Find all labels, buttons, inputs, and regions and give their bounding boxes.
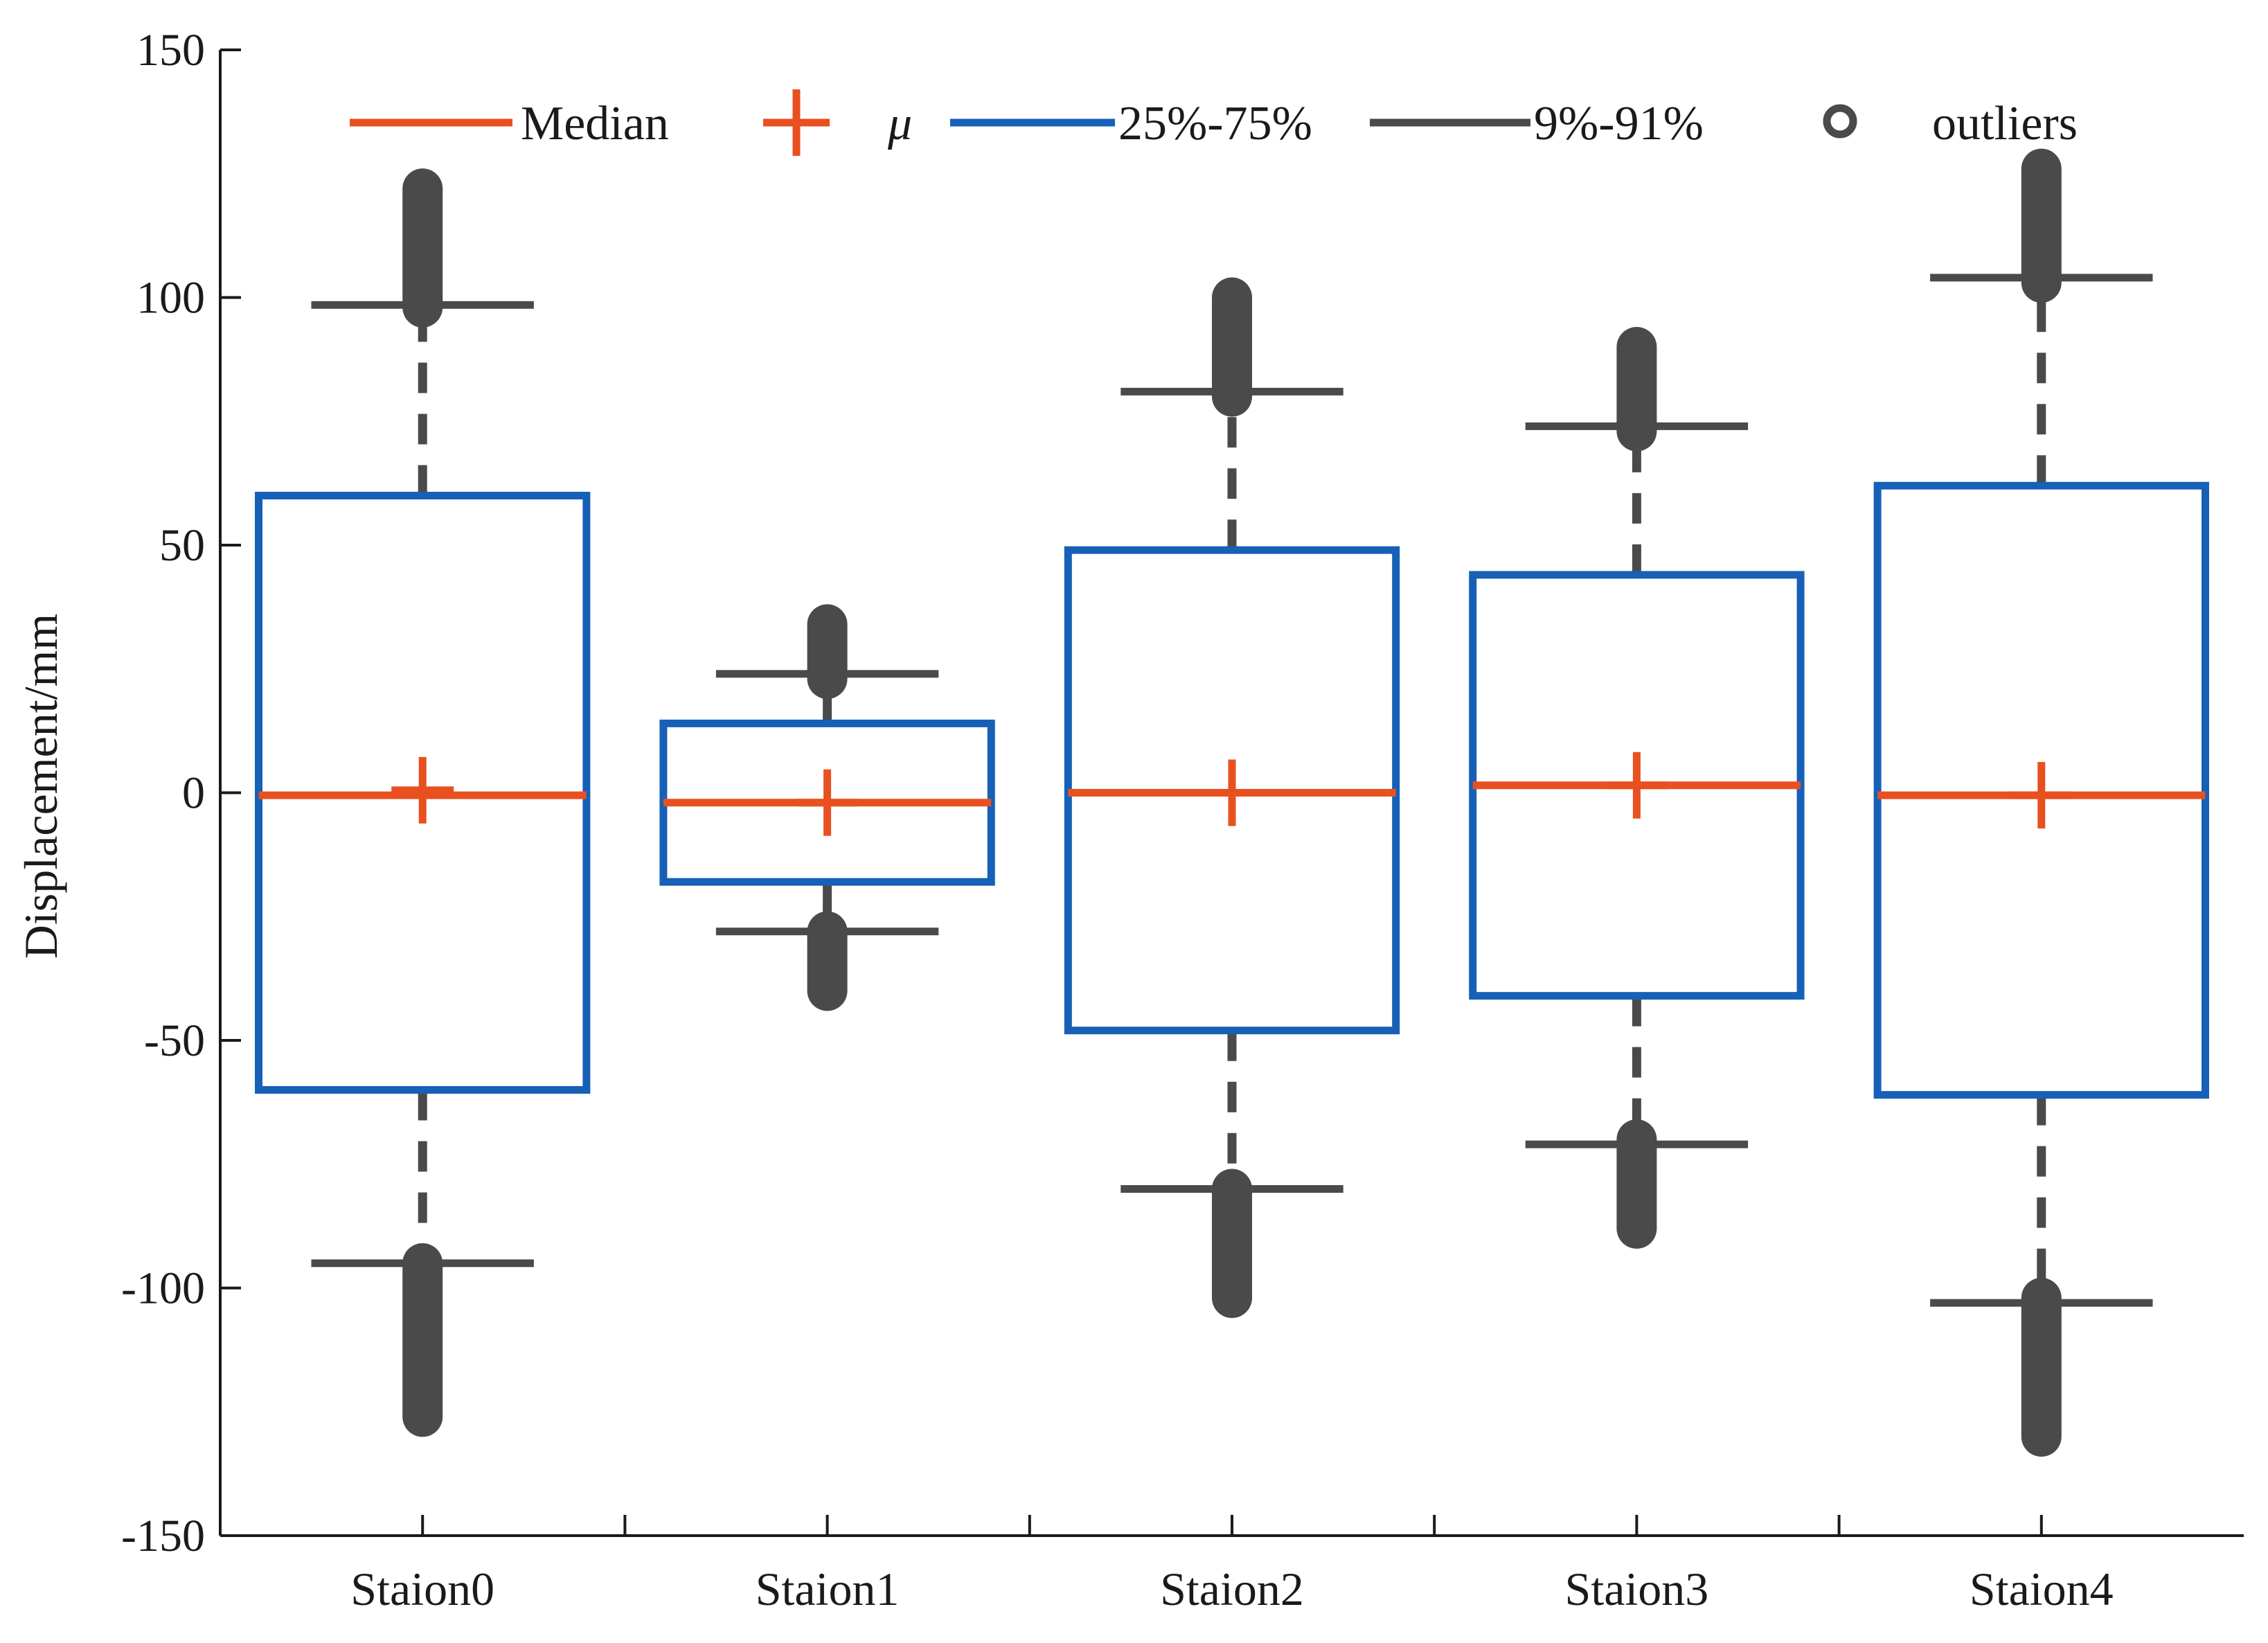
y-axis-title: Displacement/mm	[15, 614, 67, 959]
legend-layer: Median μ 25%-75% 9%-91% outliers	[350, 89, 2078, 156]
outliers-upper	[807, 604, 848, 700]
x-tick-label: Staion1	[756, 1563, 900, 1615]
x-tick-label: Staion4	[1970, 1563, 2114, 1615]
outliers-lower	[807, 911, 848, 1011]
legend-mean-label: μ	[887, 97, 912, 150]
legend-median-label: Median	[521, 97, 669, 150]
y-tick-label: -100	[121, 1263, 205, 1314]
legend: Median μ 25%-75% 9%-91% outliers	[350, 89, 2078, 156]
axes-layer: -150 -100 -50 0 50 100 150 Staion0 Staion1 Staion…	[121, 25, 2244, 1615]
legend-outlier-swatch	[1823, 104, 1857, 139]
legend-outlier-label: outliers	[1932, 97, 2078, 150]
x-tick-label: Staion2	[1160, 1563, 1304, 1615]
y-tick-label: -150	[121, 1511, 205, 1561]
y-tick-label: 50	[159, 520, 205, 571]
outliers-lower	[1212, 1169, 1252, 1318]
outliers-upper	[402, 168, 443, 328]
y-tick-label: -50	[144, 1015, 205, 1066]
outliers-upper	[1212, 277, 1252, 417]
legend-iqr-label: 25%-75%	[1118, 97, 1312, 150]
box-group-Staion3	[1469, 327, 1805, 1249]
box-group-Staion0	[255, 168, 591, 1437]
outliers-lower	[2021, 1277, 2062, 1457]
box-group-Staion2	[1064, 277, 1400, 1318]
y-tick-label: 100	[136, 273, 205, 323]
outliers-upper	[1616, 327, 1657, 452]
box-group-Staion4	[1873, 148, 2209, 1457]
y-tick-label: 0	[182, 768, 205, 819]
y-tick-label: 150	[136, 25, 205, 76]
x-tick-label: Staion3	[1565, 1563, 1709, 1615]
outliers-lower	[1616, 1119, 1657, 1249]
box-group-Staion1	[659, 604, 995, 1011]
outliers-lower	[402, 1243, 443, 1437]
iqr-box	[1873, 481, 2209, 1099]
legend-whisker-label: 9%-91%	[1534, 97, 1704, 150]
plot-layer	[255, 148, 2209, 1457]
outliers-upper	[2021, 148, 2062, 303]
x-tick-label: Staion0	[350, 1563, 494, 1615]
